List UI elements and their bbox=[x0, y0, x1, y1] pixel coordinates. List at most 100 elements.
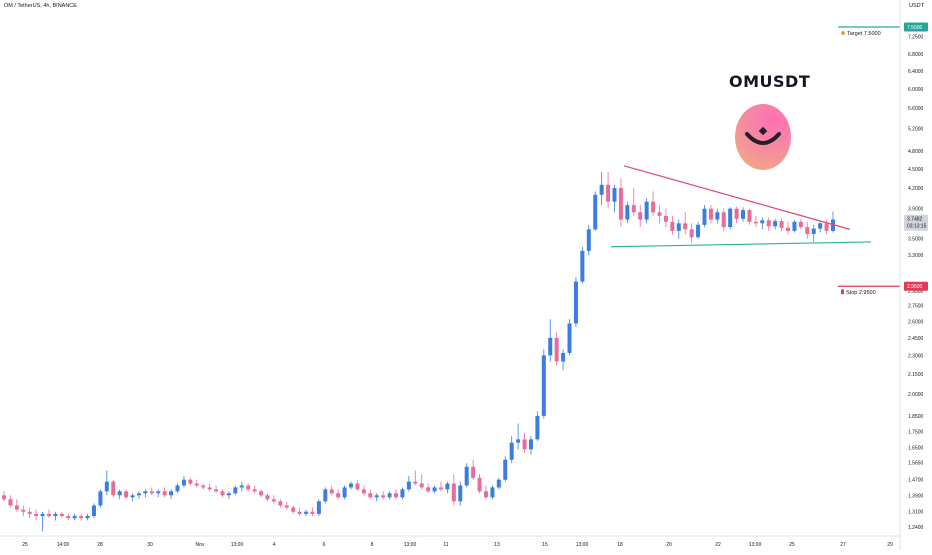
time-tick-label: 28 bbox=[97, 542, 103, 548]
price-tick-label: 2.7500 bbox=[908, 304, 924, 310]
candle-body bbox=[798, 221, 803, 228]
stop-icon bbox=[841, 289, 844, 295]
time-tick-label: 13:00 bbox=[404, 542, 417, 548]
candle-body bbox=[644, 201, 649, 220]
candle-body bbox=[516, 439, 521, 443]
price-axis[interactable]: 1.2400 1.3100 1.3900 1.4700 1.5650 1.6500 1.75… bbox=[899, 0, 928, 550]
candle-body bbox=[599, 184, 604, 195]
price-tick-label: 1.8500 bbox=[908, 414, 924, 420]
price-tick-label: 2.3000 bbox=[908, 353, 924, 359]
candle-body bbox=[702, 208, 707, 225]
resistance-trendline bbox=[623, 165, 851, 230]
candle-body bbox=[509, 442, 514, 460]
candle-body bbox=[355, 483, 360, 490]
symbol-title[interactable]: OM / TetherUS, 4h, BINANCE bbox=[4, 3, 77, 9]
price-tick-label: 4.2000 bbox=[908, 186, 924, 192]
time-tick-label: 13:00 bbox=[749, 542, 762, 548]
price-tick-label: 1.3900 bbox=[908, 493, 924, 499]
candle-body bbox=[265, 495, 270, 500]
time-tick-label: 11 bbox=[443, 542, 448, 548]
time-axis[interactable]: 25 14:00 28 30 Nov 13:00 4 6 8 13:00 11 13 15 13:00 18… bbox=[0, 535, 900, 548]
candle-body bbox=[618, 188, 623, 220]
candle-body bbox=[304, 511, 309, 514]
price-tick-label: 4.8000 bbox=[908, 149, 924, 155]
candle-body bbox=[239, 485, 244, 488]
last-price-text: 3.7482 bbox=[907, 217, 923, 223]
candle-body bbox=[381, 495, 386, 498]
time-tick-label: 29 bbox=[887, 542, 893, 548]
candle-body bbox=[657, 212, 662, 216]
candle-body bbox=[46, 513, 51, 517]
candle-body bbox=[689, 229, 694, 238]
price-tick-label: 5.6000 bbox=[908, 106, 924, 112]
candle-body bbox=[445, 483, 450, 490]
candle-body bbox=[638, 212, 643, 220]
time-tick-label: 18 bbox=[617, 542, 623, 548]
candle-body bbox=[477, 477, 482, 492]
stop-price-tag-text: 2.9500 bbox=[907, 284, 923, 290]
candle-body bbox=[8, 499, 13, 506]
candle-body bbox=[612, 188, 617, 202]
candle-body bbox=[27, 511, 32, 514]
candle-body bbox=[162, 491, 167, 496]
candle-body bbox=[361, 489, 366, 494]
candle-body bbox=[246, 485, 251, 490]
candle-body bbox=[824, 223, 829, 231]
candle-body bbox=[464, 466, 469, 486]
candle-body bbox=[342, 487, 347, 498]
candle-body bbox=[483, 491, 488, 498]
candle-body bbox=[426, 487, 431, 492]
candle-body bbox=[284, 505, 289, 508]
time-tick-label: 4 bbox=[273, 542, 276, 548]
candle-body bbox=[561, 352, 566, 362]
candle-body bbox=[593, 194, 598, 230]
currency-label: USDT bbox=[909, 3, 924, 9]
price-tick-label: 6.4000 bbox=[908, 69, 924, 75]
target-label: Target 7.5000 bbox=[847, 31, 881, 37]
candle-body bbox=[136, 493, 141, 496]
candle-body bbox=[792, 221, 797, 231]
candle-body bbox=[72, 516, 77, 519]
candle-body bbox=[66, 516, 71, 519]
candle-body bbox=[259, 491, 264, 496]
time-tick-label: 30 bbox=[147, 542, 153, 548]
candle-body bbox=[567, 323, 572, 353]
candle-body bbox=[471, 466, 476, 478]
price-tick-label: 1.4700 bbox=[908, 478, 924, 484]
time-tick-label: 25 bbox=[789, 542, 795, 548]
candle-body bbox=[631, 205, 636, 213]
candle-body bbox=[741, 210, 746, 219]
candle-body bbox=[554, 337, 559, 362]
price-tick-label: 2.9000 bbox=[908, 289, 924, 295]
time-tick-label: 15 bbox=[542, 542, 548, 548]
candle-body bbox=[438, 487, 443, 490]
stop-label: Stop 2.9500 bbox=[846, 290, 876, 296]
trendlines[interactable]: Target 7.5000 Stop 2.9500 bbox=[610, 26, 900, 296]
candle-body bbox=[21, 509, 26, 512]
price-tick-label: 3.3000 bbox=[908, 253, 924, 259]
candle-body bbox=[747, 210, 752, 222]
price-tick-label: 6.0000 bbox=[908, 87, 924, 93]
price-tick-label: 5.2000 bbox=[908, 127, 924, 133]
candle-body bbox=[233, 487, 238, 494]
candle-body bbox=[503, 459, 508, 480]
candle-body bbox=[760, 220, 765, 224]
candle-body bbox=[310, 511, 315, 514]
price-tick-label: 1.2400 bbox=[908, 525, 924, 531]
candle-body bbox=[220, 491, 225, 496]
candle-body bbox=[34, 513, 39, 517]
time-tick-label: Nov bbox=[196, 542, 205, 548]
price-tick-label: 2.6000 bbox=[908, 319, 924, 325]
time-tick-label: 13 bbox=[494, 542, 500, 548]
candle-body bbox=[2, 495, 6, 500]
candle-body bbox=[753, 221, 758, 224]
candle-body bbox=[573, 281, 578, 324]
logo-chevron-icon bbox=[745, 126, 781, 145]
time-tick-label: 22 bbox=[715, 542, 721, 548]
candle-body bbox=[79, 516, 84, 519]
price-tick-label: 1.3100 bbox=[908, 510, 924, 516]
candle-body bbox=[676, 223, 681, 231]
candle-body bbox=[805, 227, 810, 235]
